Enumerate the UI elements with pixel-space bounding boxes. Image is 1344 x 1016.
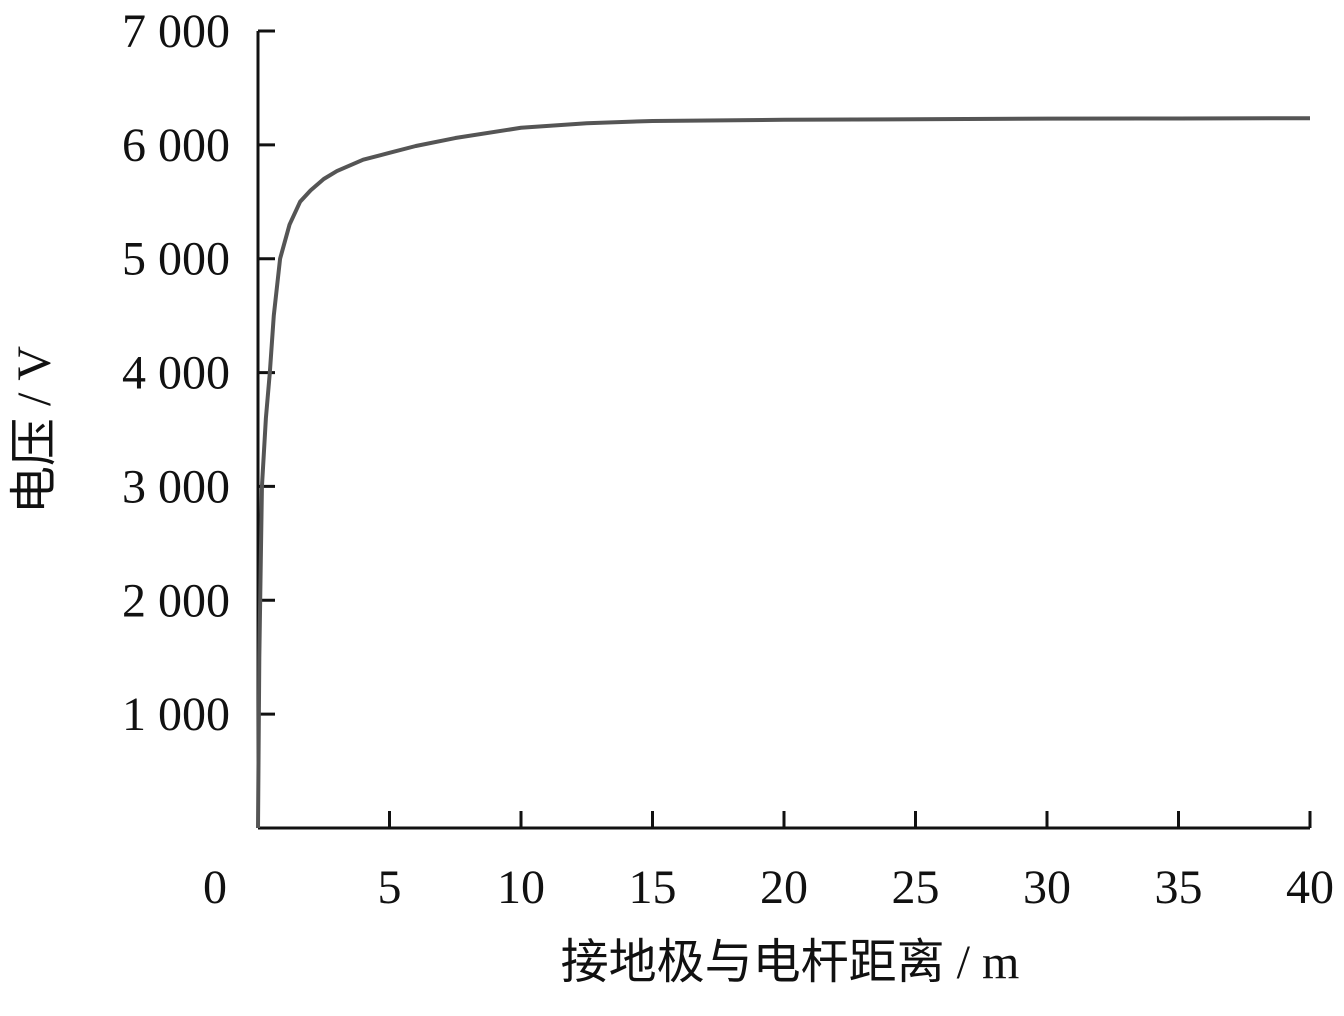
y-tick-label: 7 000 <box>122 5 230 58</box>
x-tick-label: 0 <box>203 861 227 914</box>
y-axis-title: 电压 / V <box>8 346 61 514</box>
x-tick-label: 40 <box>1286 861 1334 914</box>
x-tick-label: 15 <box>629 861 677 914</box>
y-tick-label: 6 000 <box>122 119 230 172</box>
x-tick-label: 5 <box>378 861 402 914</box>
x-tick-label: 10 <box>497 861 545 914</box>
y-tick-label: 4 000 <box>122 347 230 400</box>
x-tick-label: 30 <box>1023 861 1071 914</box>
y-tick-label: 1 000 <box>122 688 230 741</box>
x-tick-label: 35 <box>1155 861 1203 914</box>
x-tick-label: 20 <box>760 861 808 914</box>
y-tick-label: 5 000 <box>122 233 230 286</box>
y-tick-label: 2 000 <box>122 574 230 627</box>
x-tick-label: 25 <box>892 861 940 914</box>
x-axis-title: 接地极与电杆距离 / m <box>561 936 1020 989</box>
data-line <box>256 116 1311 829</box>
y-tick-label: 3 000 <box>122 460 230 513</box>
